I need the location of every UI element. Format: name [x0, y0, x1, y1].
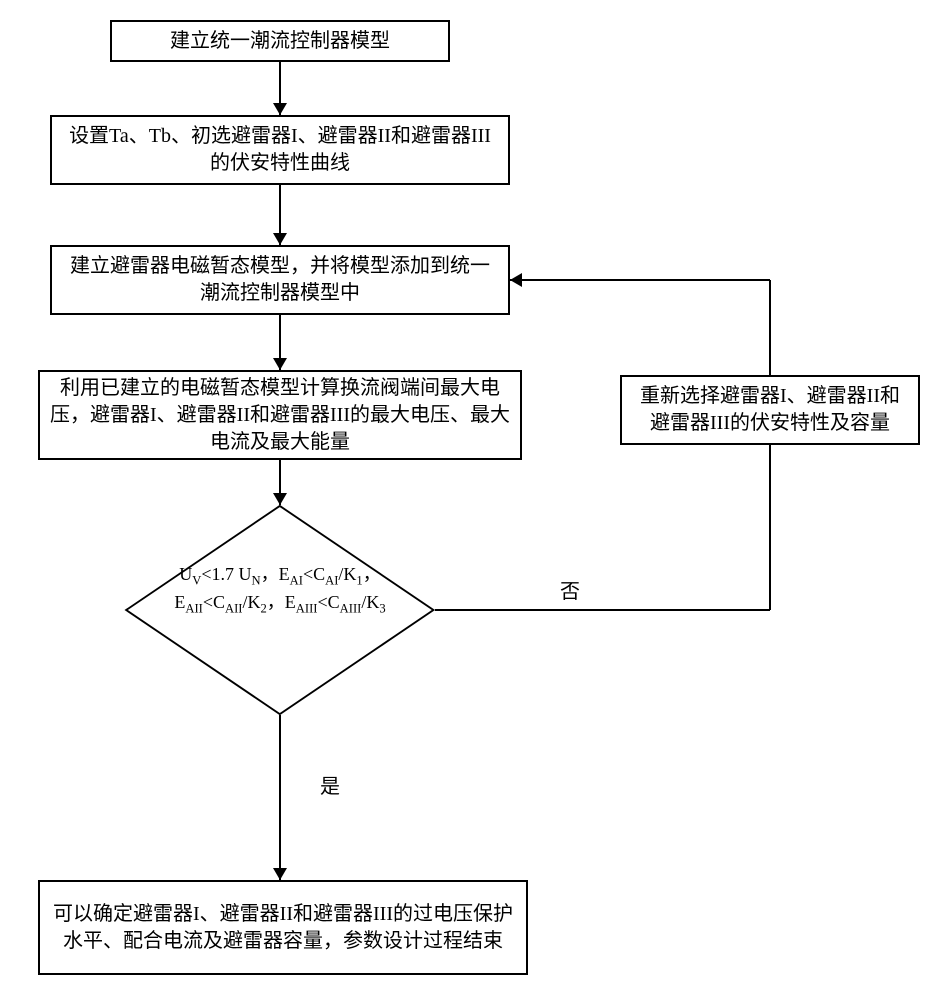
process-box-text: 利用已建立的电磁暂态模型计算换流阀端间最大电压，避雷器I、避雷器II和避雷器II…: [40, 371, 520, 460]
process-box-text: 重新选择避雷器I、避雷器II和避雷器III的伏安特性及容量: [622, 379, 918, 441]
arrow-segment: [510, 279, 770, 281]
process-box-b6: 可以确定避雷器I、避雷器II和避雷器III的过电压保护水平、配合电流及避雷器容量…: [38, 880, 528, 975]
arrow-head-icon: [273, 103, 287, 115]
arrow-head-icon: [273, 358, 287, 370]
decision-text: UV<1.7 UN，EAI<CAI/K1，EAII<CAII/K2，EAIII<…: [170, 562, 390, 617]
process-box-b4: 利用已建立的电磁暂态模型计算换流阀端间最大电压，避雷器I、避雷器II和避雷器II…: [38, 370, 522, 460]
arrow-segment: [769, 445, 771, 610]
process-box-text: 设置Ta、Tb、初选避雷器I、避雷器II和避雷器III的伏安特性曲线: [52, 119, 508, 181]
process-box-text: 建立避雷器电磁暂态模型，并将模型添加到统一潮流控制器模型中: [52, 249, 508, 311]
arrow-segment: [769, 280, 771, 375]
process-box-b2: 设置Ta、Tb、初选避雷器I、避雷器II和避雷器III的伏安特性曲线: [50, 115, 510, 185]
process-box-text: 可以确定避雷器I、避雷器II和避雷器III的过电压保护水平、配合电流及避雷器容量…: [40, 897, 526, 959]
process-box-b1: 建立统一潮流控制器模型: [110, 20, 450, 62]
branch-label-no: 否: [560, 575, 580, 604]
arrow-head-icon: [510, 273, 522, 287]
arrow-head-icon: [273, 233, 287, 245]
arrow-head-icon: [273, 493, 287, 505]
arrow-segment: [279, 715, 281, 880]
process-box-b3: 建立避雷器电磁暂态模型，并将模型添加到统一潮流控制器模型中: [50, 245, 510, 315]
branch-label-yes: 是: [320, 770, 340, 799]
flowchart-canvas: 建立统一潮流控制器模型设置Ta、Tb、初选避雷器I、避雷器II和避雷器III的伏…: [20, 20, 927, 980]
process-box-text: 建立统一潮流控制器模型: [160, 24, 400, 59]
arrow-segment: [435, 609, 770, 611]
process-box-b5: 重新选择避雷器I、避雷器II和避雷器III的伏安特性及容量: [620, 375, 920, 445]
arrow-head-icon: [273, 868, 287, 880]
